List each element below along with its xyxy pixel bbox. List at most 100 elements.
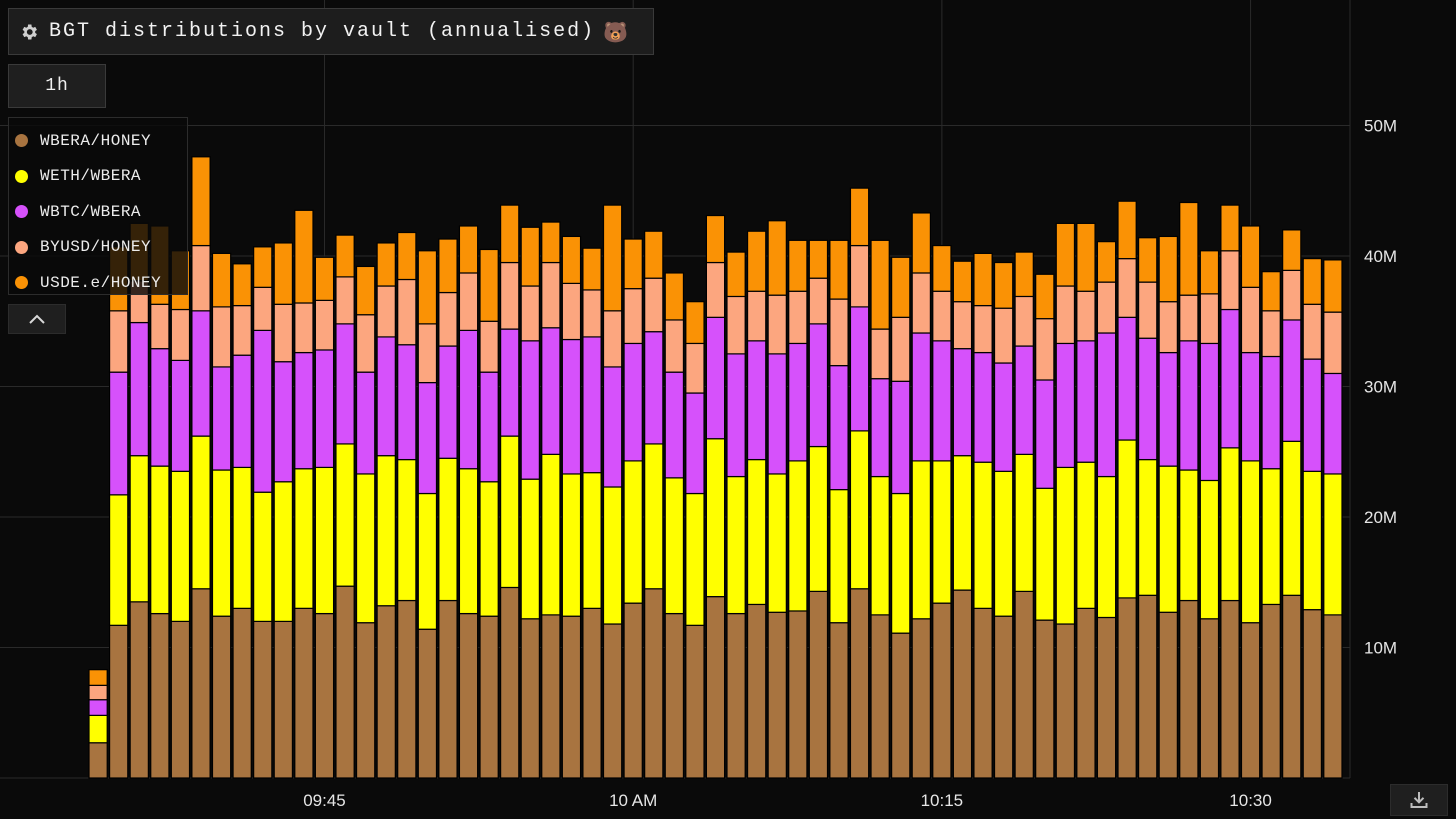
chart-title-bar[interactable]: BGT distributions by vault (annualised) … [8,8,654,55]
bar-segment-wbera-honey [417,628,438,779]
bar-segment-byusd-honey [294,302,314,354]
bar-segment-byusd-honey [1035,318,1055,381]
bar-segment-byusd-honey [211,306,232,368]
bar-segment-wbtc-wbera [644,331,664,445]
bar-segment-usde-e-honey [1199,250,1220,295]
legend-item[interactable]: WETH/WBERA [9,159,187,195]
x-tick-label: 10:30 [1229,791,1272,810]
bar-segment-usde-e-honey [1261,271,1281,312]
legend-label: WBERA/HONEY [40,131,152,150]
bar-segment-usde-e-honey [746,230,767,292]
bar-segment-wbera-honey [1302,609,1323,779]
bar-segment-wbera-honey [294,607,314,779]
bar-segment-weth-wbera [685,492,705,626]
bar-segment-wbtc-wbera [211,366,232,471]
bar-segment-weth-wbera [294,468,314,609]
bar-segment-wbera-honey [870,614,890,779]
bar-segment-usde-e-honey [808,239,829,279]
bar-segment-weth-wbera [232,466,252,609]
bar-segment-byusd-honey [664,319,685,373]
bar-segment-wbtc-wbera [129,321,149,457]
bar-segment-wbtc-wbera [170,359,191,472]
bar-segment-usde-e-honey [335,234,355,278]
bar-segment-wbtc-wbera [294,351,314,470]
bar-segment-usde-e-honey [973,252,993,307]
bar-segment-wbera-honey [1240,622,1261,779]
legend-label: WBTC/WBERA [40,202,142,221]
legend-item[interactable]: WBERA/HONEY [9,123,187,159]
bar-segment-weth-wbera [911,460,932,620]
time-range-button[interactable]: 1h [8,64,106,108]
bar-segment-usde-e-honey [397,231,417,281]
bar-segment-wbera-honey [644,588,664,779]
bar-segment-wbtc-wbera [438,345,458,459]
bar-segment-byusd-honey [520,285,540,342]
bar-segment-weth-wbera [582,472,602,609]
collapse-legend-button[interactable] [8,304,66,334]
bar-segment-wbtc-wbera [417,381,438,495]
legend-color-dot [15,276,28,290]
bar-segment-usde-e-honey [520,226,540,287]
bar-segment-weth-wbera [1199,479,1220,620]
bar-segment-usde-e-honey [1323,259,1343,313]
bar-segment-byusd-honey [541,261,561,329]
bar-segment-byusd-honey [726,295,746,355]
legend-label: WETH/WBERA [40,167,142,186]
bar-segment-byusd-honey [417,323,438,384]
bar-segment-weth-wbera [355,473,376,624]
bar-segment-wbera-honey [1158,611,1178,779]
bar-segment-wbera-honey [170,620,191,779]
bar-segment-byusd-honey [1261,310,1281,358]
bar-segment-weth-wbera [952,455,973,591]
bar-segment-byusd-honey [973,304,993,354]
bar-segment-usde-e-honey [993,261,1014,309]
bar-segment-weth-wbera [1055,466,1076,625]
bar-segment-byusd-honey [623,288,643,345]
bar-segment-weth-wbera [1096,475,1117,619]
bar-segment-byusd-honey [314,299,335,351]
bar-segment-wbera-honey [1055,623,1076,779]
bar-segment-usde-e-honey [1014,251,1034,298]
bar-segment-wbtc-wbera [746,340,767,461]
bar-segment-usde-e-honey [458,225,479,274]
bar-segment-weth-wbera [1035,487,1055,621]
bar-segment-wbera-honey [582,607,602,779]
bar-segment-byusd-honey [1076,290,1096,342]
y-tick-label: 30M [1364,378,1397,397]
bar-segment-weth-wbera [500,435,520,589]
bar-segment-weth-wbera [1179,469,1199,602]
bar-segment-byusd-honey [376,285,396,338]
bar-segment-usde-e-honey [1302,258,1323,305]
bar-segment-weth-wbera [561,473,582,617]
bar-segment-weth-wbera [458,468,479,615]
bar-segment-wbtc-wbera [808,323,829,448]
bar-segment-weth-wbera [1282,440,1302,596]
bar-segment-byusd-honey [150,303,170,350]
bar-segment-byusd-honey [582,289,602,338]
bar-segment-wbtc-wbera [973,351,993,463]
bar-segment-weth-wbera [335,443,355,587]
bar-segment-byusd-honey [1302,303,1323,360]
download-button[interactable] [1390,784,1448,816]
bar-segment-wbera-honey [1179,599,1199,779]
bar-segment-byusd-honey [1096,281,1117,334]
bar-segment-wbera-honey [1282,594,1302,779]
bar-segment-usde-e-honey [541,221,561,264]
legend-item[interactable]: WBTC/WBERA [9,194,187,230]
bar-segment-usde-e-honey [767,220,787,296]
bar-segment-wbtc-wbera [397,344,417,461]
bar-segment-wbtc-wbera [191,310,211,437]
bar-segment-usde-e-honey [355,265,376,316]
bar-segment-usde-e-honey [88,669,108,686]
chart-legend: WBERA/HONEY WETH/WBERA WBTC/WBERA BYUSD/HON… [8,117,188,295]
legend-item[interactable]: BYUSD/HONEY [9,230,187,266]
bar-segment-weth-wbera [726,475,746,615]
gear-icon[interactable] [19,22,39,42]
bar-segment-wbera-honey [500,586,520,779]
bar-segment-usde-e-honey [664,272,685,321]
bar-segment-byusd-honey [232,304,252,356]
legend-item[interactable]: USDE.e/HONEY [9,265,187,301]
chart-bars [88,156,1343,779]
bar-segment-wbera-honey [1014,590,1034,779]
bar-segment-wbtc-wbera [314,349,335,469]
